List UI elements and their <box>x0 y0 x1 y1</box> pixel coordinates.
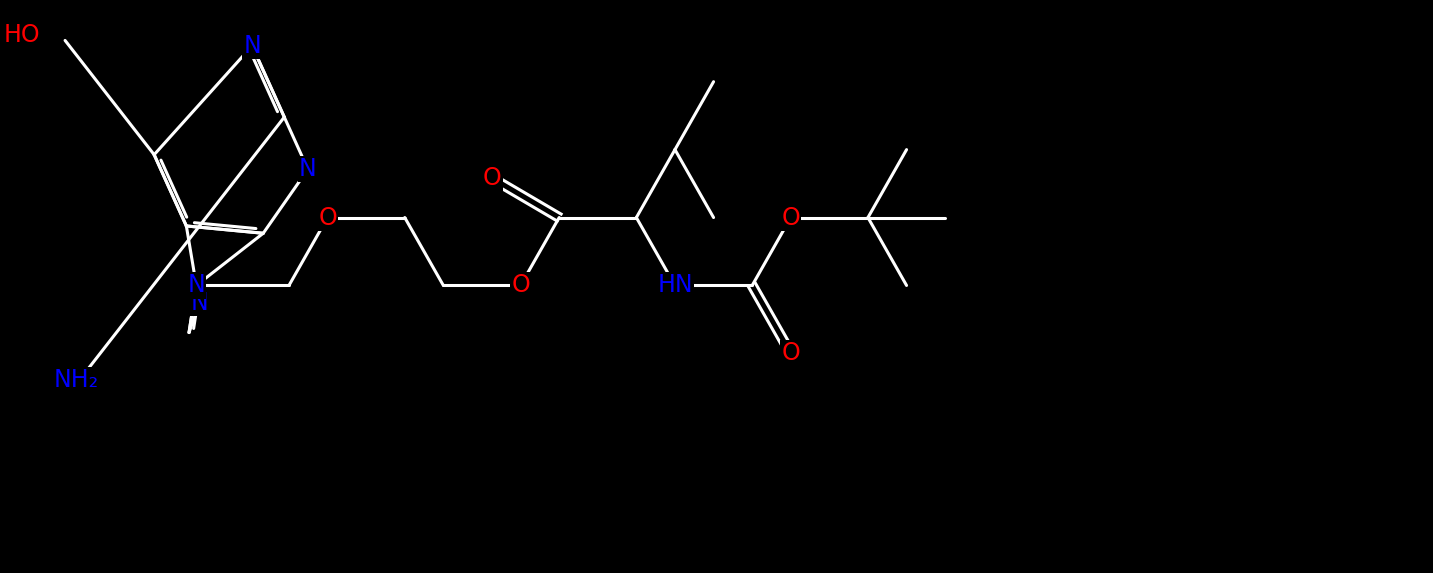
Text: N: N <box>191 291 208 315</box>
Text: O: O <box>781 342 800 366</box>
Text: HN: HN <box>658 273 692 297</box>
Text: O: O <box>318 206 337 230</box>
Text: N: N <box>244 34 261 58</box>
Text: HO: HO <box>4 23 40 48</box>
Text: N: N <box>299 158 317 181</box>
Text: N: N <box>188 273 205 297</box>
Text: O: O <box>781 206 800 230</box>
Text: O: O <box>512 273 530 297</box>
Text: O: O <box>483 166 502 190</box>
Text: NH₂: NH₂ <box>53 368 99 393</box>
